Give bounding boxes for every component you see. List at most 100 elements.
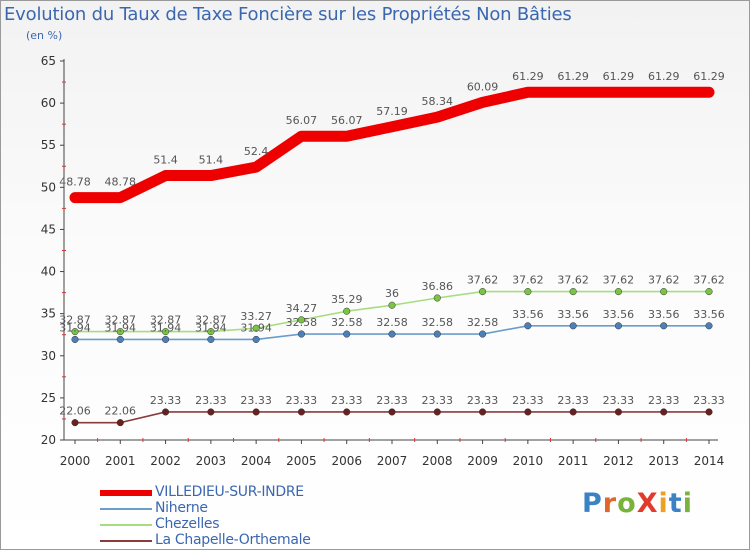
x-tick-label: 2009 <box>467 454 498 468</box>
data-point <box>162 335 170 343</box>
data-point <box>705 408 713 416</box>
data-label: 33.56 <box>603 308 635 321</box>
data-label: 23.33 <box>195 394 227 407</box>
data-point <box>71 328 79 336</box>
data-point <box>388 408 396 416</box>
data-point <box>433 330 441 338</box>
data-point <box>569 322 577 330</box>
data-point <box>524 408 532 416</box>
data-label: 32.58 <box>467 316 499 329</box>
data-label: 61.29 <box>512 70 544 83</box>
chart-title: Evolution du Taux de Taxe Foncière sur l… <box>4 4 572 25</box>
data-point <box>388 330 396 338</box>
data-point <box>660 408 668 416</box>
data-label: 35.29 <box>331 293 363 306</box>
data-label: 31.94 <box>240 321 272 334</box>
series-lines <box>69 86 715 427</box>
data-label: 61.29 <box>693 70 725 83</box>
data-point <box>524 322 532 330</box>
x-tick-label: 2002 <box>150 454 181 468</box>
data-label: 23.33 <box>693 394 725 407</box>
legend-item-la-chapelle: La Chapelle-Orthemale <box>100 532 360 549</box>
data-point <box>343 408 351 416</box>
data-label: 33.56 <box>557 308 589 321</box>
data-label: 23.33 <box>286 394 318 407</box>
data-label: 23.33 <box>603 394 635 407</box>
y-tick-label: 25 <box>41 391 56 405</box>
data-label: 34.27 <box>286 302 318 315</box>
data-point <box>479 330 487 338</box>
data-label: 33.56 <box>648 308 680 321</box>
data-label: 23.33 <box>648 394 680 407</box>
data-label: 36.86 <box>422 280 454 293</box>
data-label: 48.78 <box>105 176 137 189</box>
y-tick-label: 45 <box>41 222 56 236</box>
data-label: 22.06 <box>59 405 91 418</box>
x-tick-label: 2014 <box>694 454 725 468</box>
data-point <box>116 419 124 427</box>
legend-label-villedieu: VILLEDIEU-SUR-INDRE <box>155 484 304 500</box>
data-label: 37.62 <box>693 274 725 287</box>
data-label: 36 <box>385 287 399 300</box>
data-label: 51.4 <box>153 154 178 167</box>
legend-swatch-chezelles <box>100 524 152 526</box>
data-labels: 48.78 48.78 51.4 51.4 52.4 56.07 56.07 57.19 58.… <box>59 70 725 417</box>
data-label: 61.29 <box>557 70 589 83</box>
x-tick-label: 2011 <box>558 454 589 468</box>
data-point <box>388 301 396 309</box>
data-point <box>207 335 215 343</box>
data-label: 23.33 <box>422 394 454 407</box>
data-label: 32.87 <box>105 314 137 327</box>
data-label: 61.29 <box>648 70 680 83</box>
legend-swatch-villedieu <box>100 490 152 496</box>
data-point <box>343 307 351 315</box>
y-tick-label: 50 <box>41 180 56 194</box>
data-label: 33.56 <box>512 308 544 321</box>
data-label: 23.33 <box>240 394 272 407</box>
data-point <box>297 408 305 416</box>
data-label: 23.33 <box>467 394 499 407</box>
x-tick-label: 2008 <box>422 454 453 468</box>
legend-swatch-niherne <box>100 508 152 510</box>
legend-swatch-la-chapelle <box>100 540 152 542</box>
data-point <box>614 322 622 330</box>
data-point <box>705 322 713 330</box>
x-tick-label: 2006 <box>331 454 362 468</box>
x-tick-label: 2012 <box>603 454 634 468</box>
data-label: 23.33 <box>150 394 182 407</box>
data-label: 37.62 <box>467 274 499 287</box>
data-label: 32.58 <box>376 316 408 329</box>
data-point <box>569 288 577 296</box>
data-label: 37.62 <box>603 274 635 287</box>
data-point <box>162 408 170 416</box>
x-tick-label: 2001 <box>105 454 136 468</box>
data-point <box>433 294 441 302</box>
data-point <box>569 408 577 416</box>
legend: VILLEDIEU-SUR-INDRE Niherne Chezelles La… <box>100 484 360 549</box>
x-tick-label: 2013 <box>648 454 679 468</box>
y-tick-label: 55 <box>41 138 56 152</box>
data-label: 33.56 <box>693 308 725 321</box>
data-point <box>162 328 170 336</box>
data-point <box>705 288 713 296</box>
data-point <box>343 330 351 338</box>
data-label: 32.87 <box>195 314 227 327</box>
data-label: 23.33 <box>557 394 589 407</box>
data-label: 31.94 <box>195 321 227 334</box>
data-point <box>479 408 487 416</box>
data-point <box>116 328 124 336</box>
y-tick-label: 40 <box>41 265 56 279</box>
chart-unit-label: (en %) <box>26 29 63 42</box>
x-tick-label: 2004 <box>241 454 272 468</box>
data-label: 31.94 <box>105 321 137 334</box>
y-tick-label: 30 <box>41 349 56 363</box>
legend-item-chezelles: Chezelles <box>100 516 360 533</box>
data-label: 37.62 <box>512 274 544 287</box>
data-point <box>207 408 215 416</box>
data-label: 23.33 <box>376 394 408 407</box>
data-point <box>614 288 622 296</box>
data-label: 32.87 <box>150 314 182 327</box>
data-point <box>433 408 441 416</box>
data-point <box>660 322 668 330</box>
